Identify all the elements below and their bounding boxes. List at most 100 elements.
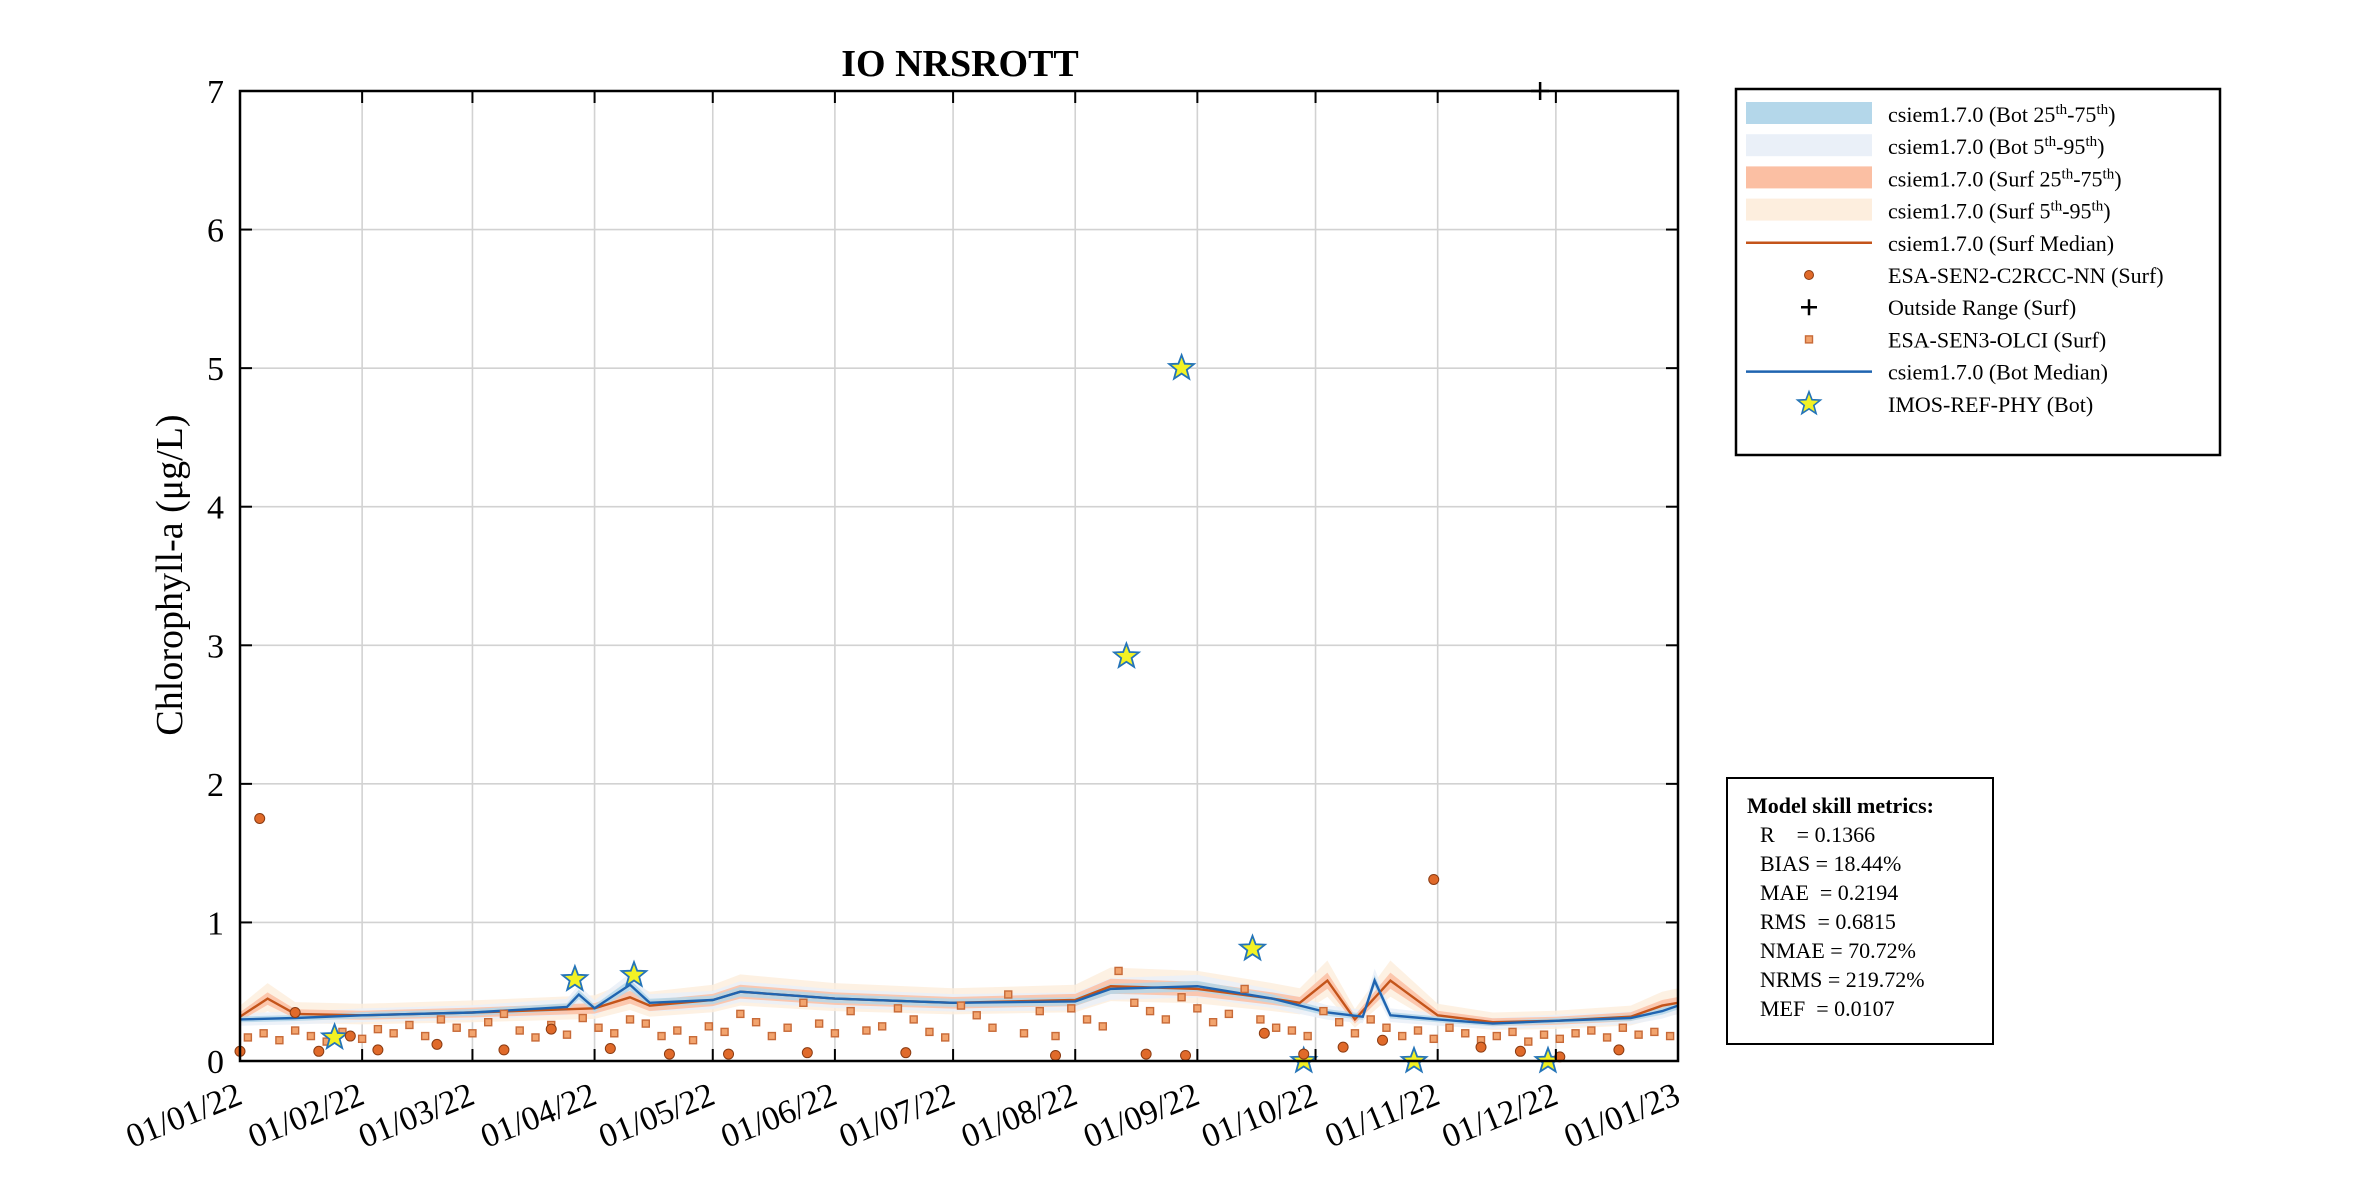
olci-point: [1555, 1034, 1565, 1044]
x-tick-label: 01/01/23: [1559, 1076, 1685, 1156]
imos-star-point: [560, 963, 590, 992]
olci-point: [846, 1006, 855, 1016]
legend-swatch: [1804, 270, 1814, 280]
plot-area: [240, 91, 1678, 1061]
x-tick-label: 01/02/22: [243, 1076, 369, 1156]
olci-point: [389, 1029, 398, 1038]
s2-point: [1140, 1048, 1152, 1060]
lines-layer: [239, 977, 1679, 1025]
olci-point: [1177, 993, 1186, 1002]
olci-point: [1130, 998, 1139, 1007]
olci-point: [1650, 1027, 1659, 1037]
olci-point: [405, 1020, 414, 1030]
y-tick-label: 2: [207, 767, 224, 804]
x-tick-label: 01/05/22: [594, 1076, 720, 1156]
olci-point: [893, 1004, 903, 1013]
olci-point: [1634, 1030, 1643, 1039]
legend-swatch: [1746, 102, 1872, 124]
bot-25-75-band: [240, 975, 1678, 1027]
s2-point: [1180, 1049, 1192, 1061]
olci-point: [862, 1026, 871, 1035]
olci-point: [1602, 1033, 1612, 1042]
skill-metric-line: RMS = 0.6815: [1760, 909, 1896, 934]
olci-point: [1208, 1018, 1218, 1027]
skill-metric-line: NMAE = 70.72%: [1760, 938, 1916, 963]
olci-point: [1492, 1031, 1501, 1041]
olci-point: [751, 1018, 761, 1027]
olci-point: [673, 1026, 682, 1035]
skill-metric-line: MAE = 0.2194: [1760, 880, 1898, 905]
skill-title: Model skill metrics:: [1747, 793, 1934, 818]
olci-point: [736, 1009, 745, 1019]
olci-point: [1445, 1023, 1454, 1032]
s2-point: [663, 1048, 675, 1060]
olci-point: [1224, 1009, 1234, 1019]
olci-point: [1145, 1006, 1155, 1016]
olci-point: [941, 1033, 950, 1042]
olci-point: [1051, 1031, 1060, 1041]
olci-point: [259, 1029, 268, 1038]
olci-point: [767, 1031, 777, 1041]
olci-point: [1035, 1006, 1044, 1016]
olci-point: [1019, 1029, 1029, 1038]
legend: csiem1.7.0 (Bot 25th-75th) csiem1.7.0 (Bo…: [1734, 87, 2222, 457]
olci-point: [484, 1018, 493, 1027]
olci-point: [1350, 1029, 1360, 1038]
olci-point: [720, 1027, 729, 1037]
olci-point: [275, 1036, 284, 1045]
s2-point: [723, 1048, 735, 1060]
s2-point: [1514, 1045, 1526, 1057]
olci-point: [1618, 1023, 1628, 1032]
olci-point: [830, 1029, 840, 1038]
olci-point: [1366, 1015, 1375, 1024]
olci-point: [357, 1034, 367, 1044]
x-tick-label: 01/11/22: [1320, 1076, 1445, 1155]
olci-point: [1665, 1031, 1675, 1041]
olci-point: [562, 1030, 572, 1039]
x-tick-label: 01/01/22: [121, 1076, 247, 1156]
olci-point: [515, 1026, 524, 1035]
s2-point: [431, 1038, 443, 1050]
y-tick-label: 3: [207, 628, 224, 665]
legend-label: Outside Range (Surf): [1888, 295, 2076, 320]
skill-metric-line: NRMS = 219.72%: [1760, 967, 1925, 992]
legend-label: IMOS-REF-PHY (Bot): [1888, 392, 2093, 417]
legend-swatch: [1746, 166, 1872, 189]
x-tick-labels: 01/01/2201/02/2201/03/2201/04/2201/05/22…: [121, 1076, 1685, 1156]
olci-point: [688, 1036, 698, 1045]
olci-point: [420, 1031, 430, 1041]
olci-point: [1082, 1015, 1092, 1024]
y-tick-label: 6: [207, 213, 224, 250]
olci-point: [1319, 1006, 1328, 1016]
y-tick-label: 0: [207, 1044, 224, 1081]
legend-label: csiem1.7.0 (Bot Median): [1888, 360, 2108, 385]
olci-point: [1067, 1004, 1076, 1013]
olci-point: [1240, 984, 1249, 994]
chart-title: IO NRSROTT: [841, 43, 1079, 85]
s2-point: [289, 1007, 301, 1018]
s2-point: [801, 1047, 813, 1059]
s2-point: [1428, 873, 1440, 885]
s2-point: [254, 813, 266, 824]
olci-point: [783, 1023, 792, 1032]
x-tick-label: 01/07/22: [834, 1076, 960, 1156]
olci-point: [1004, 990, 1013, 999]
plot-frame: [238, 89, 1680, 1063]
olci-point: [1193, 1004, 1202, 1013]
olci-point: [1287, 1026, 1297, 1035]
olci-point: [1098, 1022, 1108, 1031]
skill-metrics-box: Model skill metrics: R = 0.1366 BIAS = 18…: [1726, 777, 1994, 1045]
legend-swatch: [1746, 134, 1872, 157]
x-tick-label: 01/03/22: [353, 1076, 479, 1156]
olci-point: [1571, 1029, 1580, 1038]
olci-point: [610, 1029, 619, 1038]
s2-point: [1613, 1044, 1625, 1056]
olci-point: [972, 1011, 981, 1020]
s2-point: [1258, 1027, 1270, 1039]
olci-point: [290, 1026, 300, 1035]
ticks: [239, 90, 1679, 1062]
olci-point: [625, 1015, 635, 1024]
olci-point: [814, 1019, 824, 1028]
s2-point: [498, 1044, 510, 1056]
y-tick-label: 5: [207, 351, 224, 388]
